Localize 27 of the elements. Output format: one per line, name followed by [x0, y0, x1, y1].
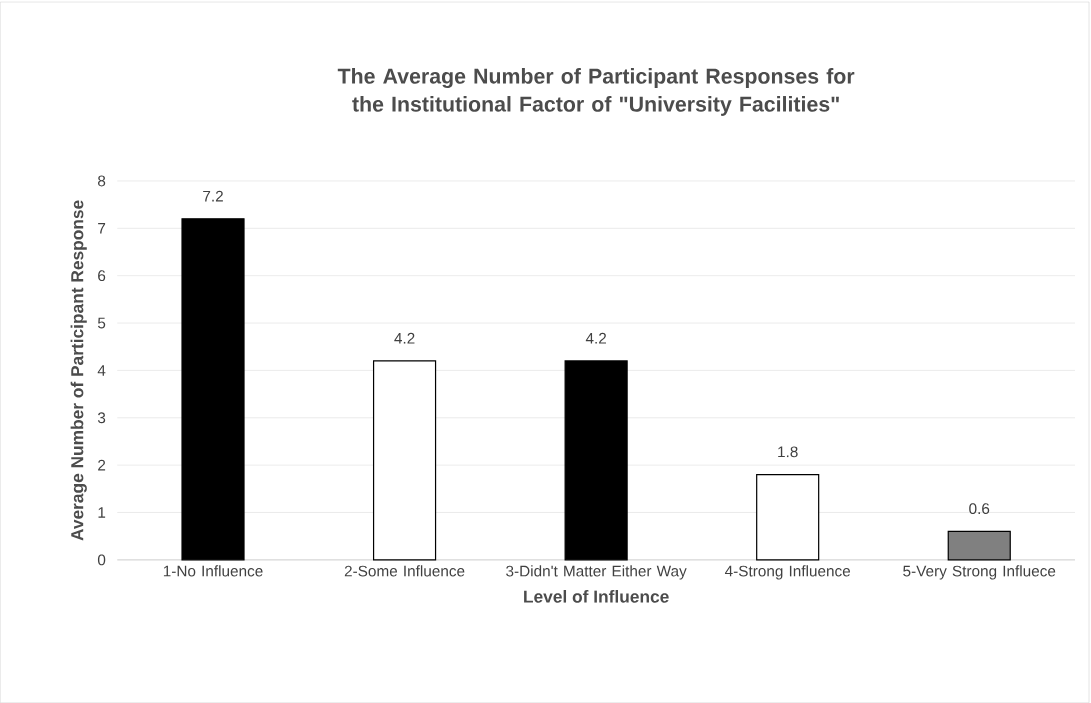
data-label: 4.2 — [394, 332, 415, 344]
x-axis-title: Level of Influence — [524, 589, 669, 603]
data-label: 4.2 — [585, 332, 607, 344]
y-axis-title: Average Number of Participant Response — [70, 200, 87, 541]
y-tick-label: 7 — [98, 223, 106, 234]
y-tick-label: 2 — [98, 459, 106, 471]
y-tick-label: 6 — [98, 270, 106, 282]
x-tick-label: 1-No Influence — [163, 565, 263, 577]
y-tick-label: 0 — [97, 554, 106, 566]
bar — [947, 530, 1011, 561]
chart-title: The Average Number of Participant Responses for the Institutional Factor of "University Facilities" — [337, 67, 855, 116]
bar — [372, 360, 437, 561]
bar — [181, 218, 245, 561]
y-tick-label: 8 — [98, 175, 106, 187]
y-tick-label: 1 — [98, 507, 106, 518]
x-tick-label: 3-Didn't Matter Either Way — [506, 565, 687, 580]
y-tick-label: 3 — [97, 412, 106, 424]
bar — [564, 360, 628, 561]
bar — [756, 473, 820, 561]
x-tick-label: 4-Strong Influence — [724, 565, 851, 580]
x-tick-label: 5-Very Strong Influece — [903, 565, 1056, 580]
data-label: 1.8 — [778, 446, 798, 458]
y-tick-label: 4 — [97, 365, 106, 376]
data-label: 0.6 — [969, 503, 990, 515]
y-tick-label: 5 — [97, 317, 106, 329]
data-label: 7.2 — [203, 190, 223, 202]
x-tick-label: 2-Some Influence — [344, 565, 465, 577]
